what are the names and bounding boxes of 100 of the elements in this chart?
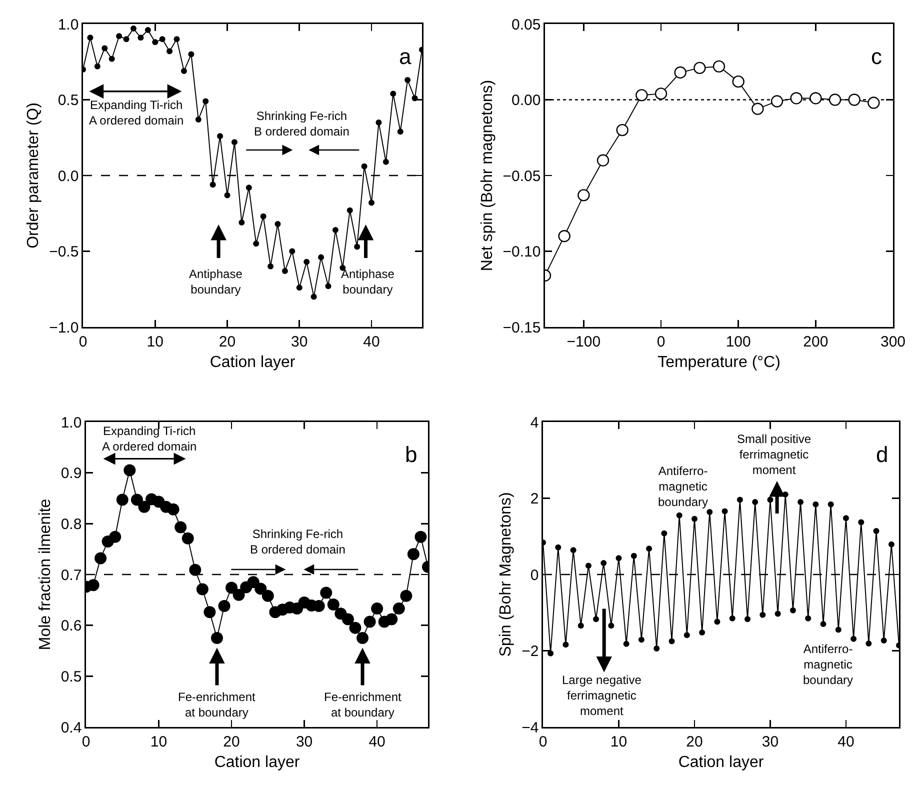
point (578, 189, 590, 202)
point (282, 268, 288, 274)
point (866, 640, 872, 647)
point (850, 636, 857, 642)
point (798, 499, 804, 506)
x-tick-label: 200 (803, 333, 828, 350)
point (608, 622, 614, 629)
point (810, 92, 822, 104)
point (210, 632, 223, 644)
point (195, 116, 202, 122)
point (318, 254, 324, 260)
point (558, 230, 570, 242)
annotation: Fe-enrichment at boundary (178, 690, 256, 720)
y-tick-label: 1.0 (60, 414, 82, 432)
point (376, 119, 382, 126)
annotation: Antiphase boundary (189, 267, 243, 297)
annotation: a (399, 44, 412, 69)
x-tick-label: 10 (150, 733, 168, 750)
y-tick-label: −1.0 (49, 319, 79, 336)
x-tick-label: 20 (686, 733, 703, 750)
point (94, 552, 107, 564)
point (828, 501, 834, 508)
point (174, 36, 180, 42)
x-tick-label: 300 (880, 333, 906, 350)
point (296, 284, 302, 291)
point (202, 98, 209, 104)
x-tick-label: 0 (656, 333, 666, 350)
point (744, 616, 751, 622)
y-tick-label: −2 (522, 643, 539, 660)
annotation: c (871, 44, 882, 69)
x-tick-label: 30 (291, 333, 308, 350)
point (159, 36, 166, 42)
point (578, 622, 584, 629)
point (691, 516, 698, 522)
point (404, 77, 411, 84)
y-tick-label: 0.0 (58, 168, 79, 185)
point (828, 94, 842, 106)
point (752, 102, 764, 115)
point (616, 555, 622, 562)
x-tick-label: 10 (610, 733, 628, 750)
x-axis-title: Cation layer (210, 354, 296, 371)
point (182, 532, 194, 544)
point (364, 616, 376, 628)
point (706, 508, 713, 515)
point (397, 128, 404, 135)
point (260, 213, 266, 220)
point (254, 582, 267, 595)
x-axis-title: Temperature (°C) (658, 354, 780, 371)
y-tick-label: 0.9 (60, 465, 82, 482)
point (835, 626, 842, 633)
y-axis-title: Order parameter (Q) (25, 102, 42, 248)
point (774, 610, 781, 617)
point (253, 240, 260, 247)
point (616, 124, 628, 136)
point (668, 638, 675, 644)
point (144, 27, 151, 34)
point (562, 642, 569, 648)
point (842, 515, 849, 522)
annotation: Small positive ferrimagnetic moment (737, 432, 812, 478)
y-tick-label: 0.00 (511, 92, 541, 109)
point (138, 34, 144, 41)
y-tick-label: 0.4 (60, 719, 82, 736)
annotation: Shrinking Fe-rich B ordered domain (250, 527, 346, 557)
point (325, 283, 332, 290)
point (289, 248, 296, 254)
point (868, 96, 880, 109)
y-tick-label: −0.5 (49, 244, 79, 260)
x-tick-label: 10 (146, 333, 164, 350)
point (332, 227, 338, 234)
y-axis-title: Spin (Bohr Magnetons) (498, 492, 515, 657)
point (848, 94, 860, 106)
point (654, 88, 668, 100)
x-tick-label: 30 (296, 733, 313, 750)
point (414, 530, 427, 543)
point (210, 182, 216, 188)
point (108, 56, 115, 62)
point (382, 158, 389, 165)
x-tick-label: 20 (223, 733, 240, 750)
point (392, 602, 405, 615)
x-tick-label: 20 (218, 333, 236, 350)
point (87, 579, 100, 592)
point (310, 294, 317, 300)
point (368, 200, 375, 206)
point (116, 494, 128, 506)
point (407, 548, 420, 560)
point (770, 95, 784, 108)
point (638, 636, 644, 643)
y-tick-label: 1.0 (58, 16, 79, 34)
point (386, 613, 398, 626)
point (218, 600, 230, 612)
y-tick-label: 2 (530, 490, 539, 508)
point (676, 512, 682, 518)
y-tick-label: 0.7 (60, 566, 82, 584)
point (231, 139, 238, 146)
point (102, 45, 108, 52)
annotation: Antiferro- magnetic boundary (658, 464, 708, 510)
y-tick-label: 0.6 (60, 618, 82, 635)
point (174, 521, 187, 534)
y-tick-label: 4 (530, 414, 539, 432)
point (152, 39, 158, 46)
